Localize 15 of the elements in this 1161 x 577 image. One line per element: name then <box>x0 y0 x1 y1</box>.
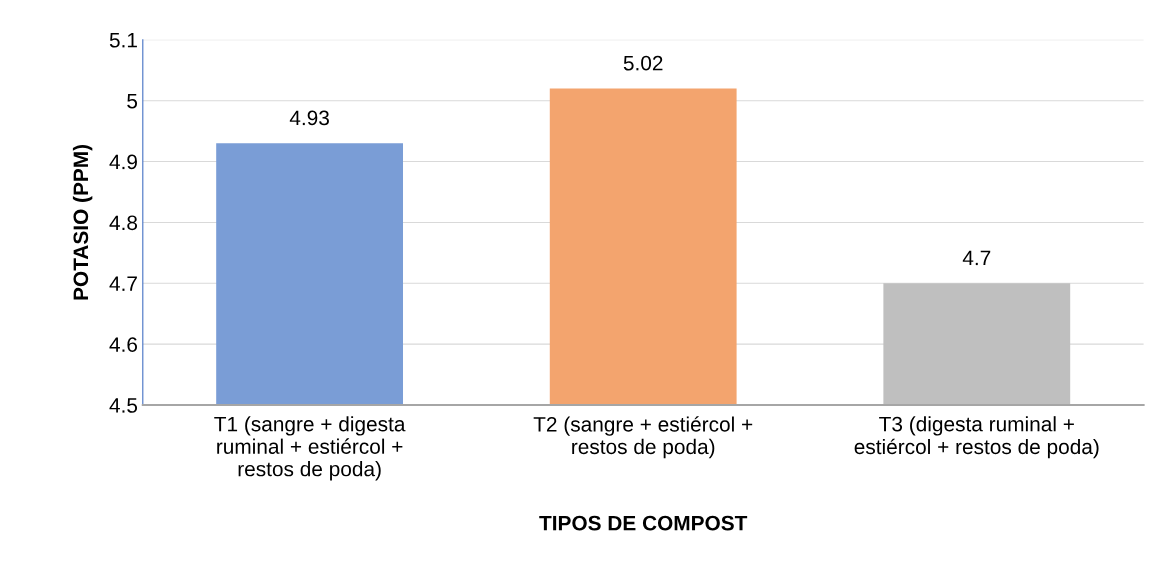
y-tick-label: 4.6 <box>109 337 138 352</box>
x-tick-label: T2 (sangre + estiércol + restos de poda) <box>533 416 753 459</box>
x-tick-label: T1 (sangre + digesta ruminal + estiércol + restos de poda) <box>214 416 406 481</box>
y-tick-label: 5 <box>127 93 138 109</box>
y-tick-label: 5.1 <box>109 33 137 48</box>
y-tick-label: 4.5 <box>109 398 138 413</box>
y-tick-label: 4.8 <box>109 215 138 231</box>
data-label: 4.93 <box>289 110 329 126</box>
x-tick-label: T3 (digesta ruminal + estiércol + restos de poda) <box>854 416 1099 459</box>
data-label: 4.7 <box>962 250 991 266</box>
x-axis-title: TIPOS DE COMPOST <box>539 515 748 531</box>
y-tick-label: 4.7 <box>109 276 137 291</box>
y-tick-label: 4.9 <box>109 154 137 170</box>
data-label: 5.02 <box>623 55 663 71</box>
y-axis-title: POTASIO (PPM) <box>72 144 93 300</box>
